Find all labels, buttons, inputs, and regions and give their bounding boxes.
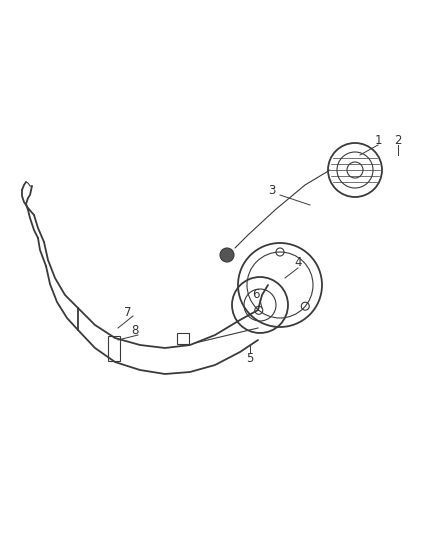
Text: 8: 8 bbox=[131, 324, 138, 336]
Text: 5: 5 bbox=[246, 351, 253, 365]
Text: 3: 3 bbox=[268, 183, 275, 197]
Text: 2: 2 bbox=[393, 133, 401, 147]
Text: 1: 1 bbox=[374, 133, 381, 147]
Circle shape bbox=[219, 248, 233, 262]
Text: 4: 4 bbox=[293, 255, 301, 269]
Text: 7: 7 bbox=[124, 305, 131, 319]
Text: 6: 6 bbox=[252, 288, 259, 302]
